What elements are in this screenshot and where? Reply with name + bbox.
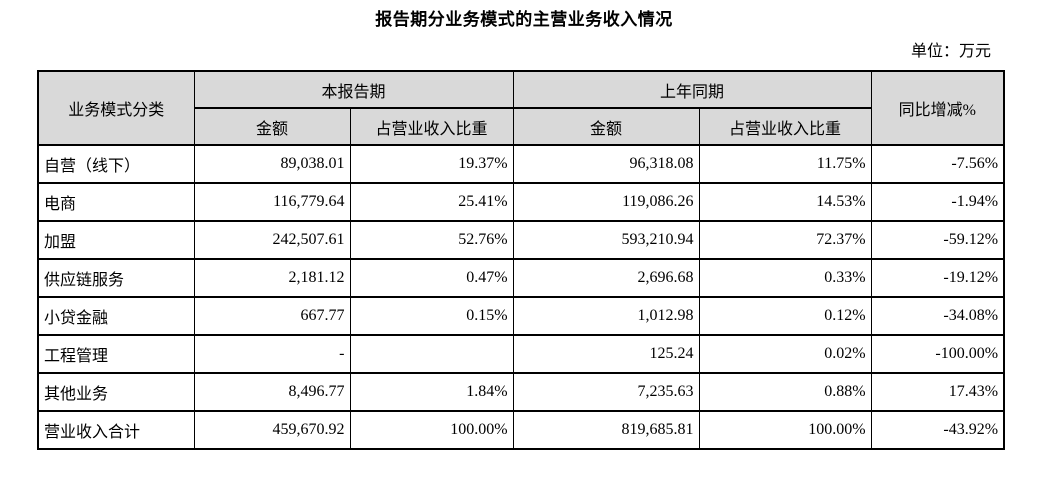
cell-prior-ratio: 0.33% <box>698 258 872 298</box>
cell-prior-ratio: 0.88% <box>698 372 872 412</box>
table-row: 工程管理 - 125.24 0.02% -100.00% <box>37 334 1005 374</box>
cell-category: 其他业务 <box>37 372 195 412</box>
cell-prior-ratio: 14.53% <box>698 182 872 222</box>
cell-prior-ratio: 11.75% <box>698 144 872 184</box>
cell-cur-ratio: 100.00% <box>349 410 514 450</box>
cell-cur-amount: 459,670.92 <box>193 410 351 450</box>
cell-prior-amount: 96,318.08 <box>512 144 700 184</box>
cell-prior-amount: 1,012.98 <box>512 296 700 336</box>
header-current-amount: 金额 <box>193 107 351 146</box>
cell-yoy: -19.12% <box>870 258 1005 298</box>
unit-label: 单位：万元 <box>910 43 991 60</box>
cell-yoy: -34.08% <box>870 296 1005 336</box>
cell-cur-ratio <box>349 334 514 374</box>
cell-cur-amount: 89,038.01 <box>193 144 351 184</box>
table-header: 业务模式分类 本报告期 上年同期 同比增减% 金额 占营业收入比重 金额 占营业… <box>37 70 1005 146</box>
header-prior-amount: 金额 <box>512 107 700 146</box>
table-row: 加盟 242,507.61 52.76% 593,210.94 72.37% -… <box>37 220 1005 260</box>
header-yoy-change: 同比增减% <box>870 70 1005 146</box>
cell-cur-ratio: 25.41% <box>349 182 514 222</box>
cell-cur-ratio: 1.84% <box>349 372 514 412</box>
cell-category: 营业收入合计 <box>37 410 195 450</box>
cell-cur-amount: 8,496.77 <box>193 372 351 412</box>
table-body: 自营（线下） 89,038.01 19.37% 96,318.08 11.75%… <box>37 144 1005 450</box>
cell-prior-amount: 593,210.94 <box>512 220 700 260</box>
header-current-ratio: 占营业收入比重 <box>349 107 514 146</box>
cell-yoy: 17.43% <box>870 372 1005 412</box>
cell-cur-ratio: 0.47% <box>349 258 514 298</box>
cell-cur-amount: 116,779.64 <box>193 182 351 222</box>
revenue-by-business-model-table: 业务模式分类 本报告期 上年同期 同比增减% 金额 占营业收入比重 金额 占营业… <box>37 70 1006 450</box>
cell-category: 电商 <box>37 182 195 222</box>
page-title: 报告期分业务模式的主营业务收入情况 <box>375 10 673 29</box>
cell-prior-amount: 125.24 <box>512 334 700 374</box>
cell-category: 供应链服务 <box>37 258 195 298</box>
cell-cur-amount: 2,181.12 <box>193 258 351 298</box>
cell-category: 小贷金融 <box>37 296 195 336</box>
cell-prior-amount: 819,685.81 <box>512 410 700 450</box>
table-row-total: 营业收入合计 459,670.92 100.00% 819,685.81 100… <box>37 410 1005 450</box>
header-category: 业务模式分类 <box>37 70 195 146</box>
cell-prior-ratio: 72.37% <box>698 220 872 260</box>
cell-cur-amount: 667.77 <box>193 296 351 336</box>
table-row: 电商 116,779.64 25.41% 119,086.26 14.53% -… <box>37 182 1005 222</box>
cell-cur-amount: 242,507.61 <box>193 220 351 260</box>
header-group-current-period: 本报告期 <box>193 70 514 109</box>
cell-cur-ratio: 0.15% <box>349 296 514 336</box>
cell-prior-ratio: 0.12% <box>698 296 872 336</box>
table-row: 供应链服务 2,181.12 0.47% 2,696.68 0.33% -19.… <box>37 258 1005 298</box>
cell-prior-amount: 119,086.26 <box>512 182 700 222</box>
header-prior-ratio: 占营业收入比重 <box>698 107 872 146</box>
cell-yoy: -1.94% <box>870 182 1005 222</box>
cell-prior-amount: 2,696.68 <box>512 258 700 298</box>
header-row-groups: 业务模式分类 本报告期 上年同期 同比增减% <box>37 70 1005 146</box>
cell-yoy: -43.92% <box>870 410 1005 450</box>
cell-prior-ratio: 0.02% <box>698 334 872 374</box>
cell-yoy: -7.56% <box>870 144 1005 184</box>
header-row-subcolumns: 金额 占营业收入比重 金额 占营业收入比重 <box>38 107 1004 146</box>
table-row: 其他业务 8,496.77 1.84% 7,235.63 0.88% 17.43… <box>37 372 1005 412</box>
cell-category: 加盟 <box>37 220 195 260</box>
header-group-prior-period: 上年同期 <box>512 70 872 109</box>
cell-prior-amount: 7,235.63 <box>512 372 700 412</box>
cell-cur-ratio: 19.37% <box>349 144 514 184</box>
cell-yoy: -100.00% <box>870 334 1005 374</box>
cell-category: 工程管理 <box>37 334 195 374</box>
cell-cur-ratio: 52.76% <box>349 220 514 260</box>
cell-prior-ratio: 100.00% <box>698 410 872 450</box>
table-row: 小贷金融 667.77 0.15% 1,012.98 0.12% -34.08% <box>37 296 1005 336</box>
cell-cur-amount: - <box>193 334 351 374</box>
cell-yoy: -59.12% <box>870 220 1005 260</box>
cell-category: 自营（线下） <box>37 144 195 184</box>
table-row: 自营（线下） 89,038.01 19.37% 96,318.08 11.75%… <box>37 144 1005 184</box>
